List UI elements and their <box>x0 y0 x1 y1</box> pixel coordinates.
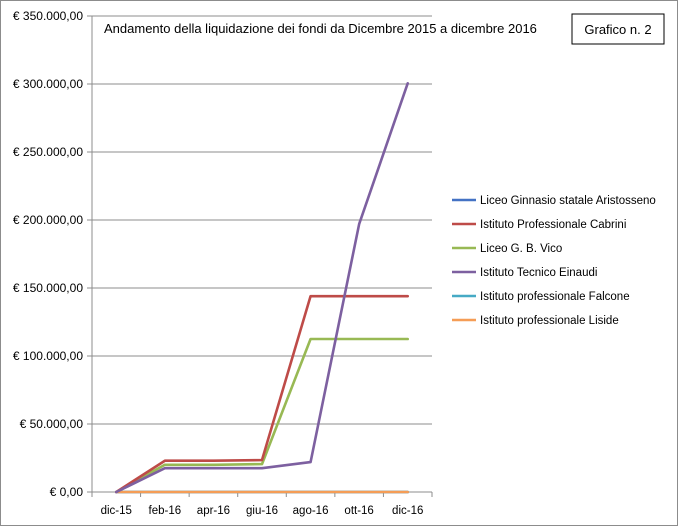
x-axis-ticks: dic-15 feb-16 apr-16 giu-16 ago-16 ott-16 dic-… <box>91 492 433 517</box>
y-tick-label: € 250.000,00 <box>13 145 83 159</box>
legend-label: Istituto Tecnico Einaudi <box>480 267 597 279</box>
y-tick-label: € 350.000,00 <box>13 9 83 23</box>
series-line-3 <box>114 337 410 494</box>
x-tick-label: dic-15 <box>101 505 132 517</box>
y-tick-label: € 300.000,00 <box>13 77 83 91</box>
gridlines <box>92 15 432 425</box>
chart-badge: Grafico n. 2 <box>571 13 665 45</box>
chart-badge-label: Grafico n. 2 <box>584 22 651 37</box>
x-tick-label: ago-16 <box>293 505 329 517</box>
legend-label: Liceo Ginnasio statale Aristosseno <box>480 195 656 207</box>
y-axis-ticks: € 0,00 € 50.000,00 € 100.000,00 € 150.000,0… <box>13 9 92 499</box>
x-tick-label: apr-16 <box>197 505 230 517</box>
x-tick-label: dic-16 <box>392 505 423 517</box>
y-tick-label: € 0,00 <box>50 485 84 499</box>
y-tick-label: € 200.000,00 <box>13 213 83 227</box>
x-tick-label: feb-16 <box>149 505 182 517</box>
series-line-2 <box>114 294 410 494</box>
y-tick-label: € 100.000,00 <box>13 349 83 363</box>
legend-label: Istituto Professionale Cabrini <box>480 219 626 231</box>
series-lines <box>114 82 410 494</box>
y-tick-label: € 150.000,00 <box>13 281 83 295</box>
axes <box>91 16 432 493</box>
chart-title: Andamento della liquidazione dei fondi d… <box>104 21 537 36</box>
y-tick-label: € 50.000,00 <box>20 417 84 431</box>
legend-label: Liceo G. B. Vico <box>480 243 562 255</box>
x-tick-label: ott-16 <box>344 505 373 517</box>
x-tick-label: giu-16 <box>246 505 278 517</box>
series-line-4 <box>114 82 410 494</box>
legend: Liceo Ginnasio statale Aristosseno Istitu… <box>452 195 656 327</box>
legend-label: Istituto professionale Liside <box>480 315 619 327</box>
legend-label: Istituto professionale Falcone <box>480 291 630 303</box>
